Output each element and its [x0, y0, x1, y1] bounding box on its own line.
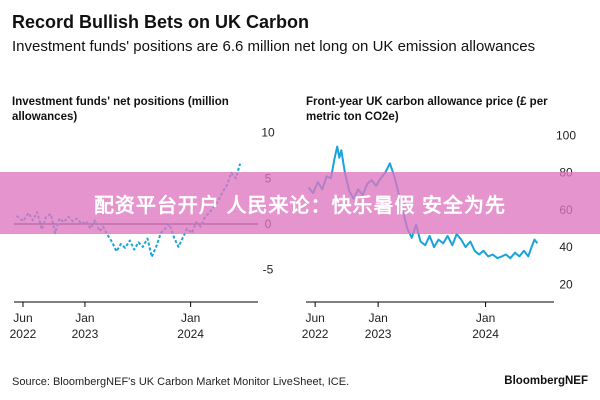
right-chart-allowance-price: 10080604020Jun2022Jan2023Jan2024 — [302, 128, 577, 341]
right-y-tick-label: 100 — [556, 128, 576, 142]
overlay-banner: 配资平台开户 人民来论：快乐暑假 安全为先 — [0, 172, 600, 234]
left-x-tick-label-year: 2024 — [177, 327, 204, 341]
left-x-tick-label-month: Jun — [13, 311, 32, 325]
right-y-tick-label: 20 — [559, 277, 573, 291]
right-x-tick-label-month: Jun — [305, 311, 324, 325]
left-panel-title: Investment funds' net positions (million… — [12, 96, 229, 123]
left-y-tick-label: -5 — [263, 263, 274, 277]
left-x-tick-label-month: Jan — [181, 311, 200, 325]
right-x-tick-label-month: Jan — [476, 311, 495, 325]
chart-title: Record Bullish Bets on UK Carbon — [12, 12, 310, 32]
source-note: Source: BloombergNEF's UK Carbon Market … — [12, 376, 350, 388]
brand-logo: BloombergNEF — [504, 375, 588, 387]
right-y-tick-label: 40 — [559, 240, 573, 254]
left-y-tick-label: 10 — [261, 126, 275, 140]
chart-subtitle: Investment funds' positions are 6.6 mill… — [12, 38, 536, 55]
right-x-tick-label-year: 2023 — [365, 327, 392, 341]
right-x-tick-label-year: 2022 — [302, 327, 329, 341]
right-x-tick-label-year: 2024 — [472, 327, 499, 341]
right-x-tick-label-month: Jan — [368, 311, 387, 325]
right-panel-title: Front-year UK carbon allowance price (£ … — [306, 96, 548, 123]
left-x-tick-label-year: 2023 — [72, 327, 99, 341]
right-series-line — [307, 145, 539, 260]
left-x-tick-label-year: 2022 — [10, 327, 37, 341]
left-x-tick-label-month: Jan — [75, 311, 94, 325]
